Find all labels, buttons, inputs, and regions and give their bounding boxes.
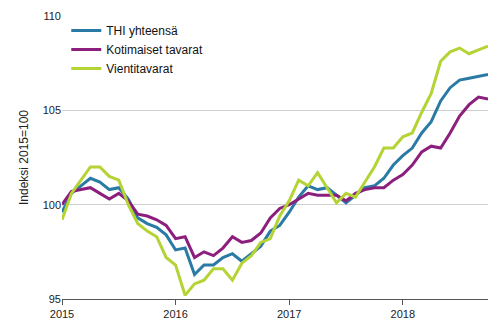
svg-text:2016: 2016 <box>163 308 187 320</box>
svg-text:2017: 2017 <box>277 308 301 320</box>
svg-text:105: 105 <box>43 104 61 116</box>
svg-text:2015: 2015 <box>50 308 74 320</box>
svg-text:95: 95 <box>49 293 61 305</box>
svg-text:Indeksi 2015=100: Indeksi 2015=100 <box>17 110 31 205</box>
svg-text:110: 110 <box>43 10 61 22</box>
svg-text:Kotimaiset tavarat: Kotimaiset tavarat <box>106 43 203 57</box>
svg-text:THI yhteensä: THI yhteensä <box>106 24 178 38</box>
svg-text:100: 100 <box>43 199 61 211</box>
svg-text:Vientitavarat: Vientitavarat <box>106 62 173 76</box>
svg-text:2018: 2018 <box>391 308 415 320</box>
